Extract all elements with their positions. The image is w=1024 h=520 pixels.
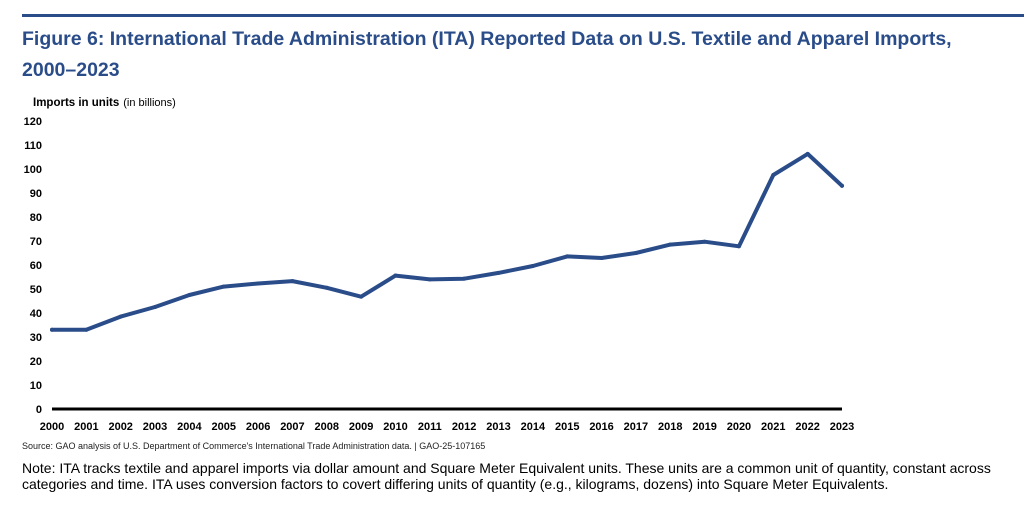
data-point-2019 <box>702 239 707 244</box>
y-axis-title: Imports in units (in billions) <box>33 97 176 109</box>
imports-series-line <box>50 151 844 332</box>
data-point-2016 <box>599 256 604 261</box>
data-point-2007 <box>290 279 295 284</box>
y-axis-unit: (in billions) <box>123 97 176 109</box>
x-tick-label: 2008 <box>315 421 339 433</box>
y-tick-label: 0 <box>36 404 42 416</box>
x-tick-label: 2004 <box>177 421 202 433</box>
data-point-2000 <box>50 327 54 332</box>
data-point-2011 <box>427 277 432 282</box>
x-tick-label: 2001 <box>74 421 98 433</box>
x-tick-label: 2022 <box>795 421 819 433</box>
y-tick-label: 30 <box>30 332 42 344</box>
title-rule <box>22 14 1024 17</box>
data-point-2006 <box>256 281 261 286</box>
data-point-2005 <box>221 284 226 289</box>
data-point-2023 <box>840 183 844 188</box>
x-tick-label: 2010 <box>383 421 407 433</box>
x-tick-label: 2021 <box>761 421 785 433</box>
data-point-2010 <box>393 273 398 278</box>
x-tick-label: 2009 <box>349 421 373 433</box>
y-tick-label: 40 <box>30 308 42 320</box>
data-point-2015 <box>565 254 570 259</box>
x-tick-label: 2000 <box>40 421 64 433</box>
y-tick-label: 60 <box>30 260 42 272</box>
data-point-2008 <box>324 285 329 290</box>
data-point-2003 <box>153 305 158 309</box>
data-point-2020 <box>736 244 741 249</box>
data-point-2018 <box>668 242 673 247</box>
x-tick-label: 2019 <box>692 421 716 433</box>
y-tick-label: 100 <box>24 164 42 176</box>
data-point-2014 <box>530 263 535 268</box>
x-axis-ticks: 2000 2001 2002 2003 2004 2005 2006 2007 2008 2009… <box>40 421 854 433</box>
data-point-2012 <box>462 276 467 281</box>
x-tick-label: 2016 <box>589 421 613 433</box>
source-note: Source: GAO analysis of U.S. Department … <box>22 441 486 451</box>
line-chart: Imports in units (in billions) 0 10 20 30 40 5… <box>24 97 855 433</box>
series-layer <box>50 151 844 332</box>
y-tick-label: 110 <box>24 140 42 152</box>
y-axis-ticks: 0 10 20 30 40 50 60 70 80 90 100 110 120 <box>24 116 42 416</box>
x-tick-label: 2005 <box>211 421 235 433</box>
figure-title: Figure 6: International Trade Administra… <box>22 28 952 81</box>
data-point-2013 <box>496 270 501 275</box>
x-tick-label: 2017 <box>624 421 648 433</box>
x-tick-label: 2018 <box>658 421 682 433</box>
y-tick-label: 70 <box>30 236 42 248</box>
x-tick-label: 2006 <box>246 421 270 433</box>
x-tick-label: 2012 <box>452 421 476 433</box>
y-tick-label: 50 <box>30 284 42 296</box>
y-tick-label: 80 <box>30 212 42 224</box>
data-point-2009 <box>359 294 364 299</box>
x-tick-label: 2013 <box>486 421 510 433</box>
x-tick-label: 2020 <box>727 421 751 433</box>
y-tick-label: 90 <box>30 188 42 200</box>
figure-note: Note: ITA tracks textile and apparel imp… <box>22 460 991 492</box>
x-tick-label: 2023 <box>830 421 854 433</box>
x-tick-label: 2003 <box>143 421 167 433</box>
data-point-2001 <box>84 327 89 332</box>
y-axis-label: Imports in units <box>33 97 119 109</box>
data-point-2017 <box>633 251 638 255</box>
data-point-2022 <box>805 151 810 156</box>
x-tick-label: 2011 <box>418 421 442 433</box>
data-point-2004 <box>187 293 192 297</box>
x-tick-label: 2007 <box>280 421 304 433</box>
data-point-2002 <box>118 314 123 319</box>
x-tick-label: 2015 <box>555 421 579 433</box>
y-tick-label: 20 <box>30 356 42 368</box>
x-tick-label: 2002 <box>108 421 132 433</box>
y-tick-label: 120 <box>24 116 42 128</box>
y-tick-label: 10 <box>30 380 42 392</box>
data-point-2021 <box>771 173 776 177</box>
x-tick-label: 2014 <box>521 421 546 433</box>
